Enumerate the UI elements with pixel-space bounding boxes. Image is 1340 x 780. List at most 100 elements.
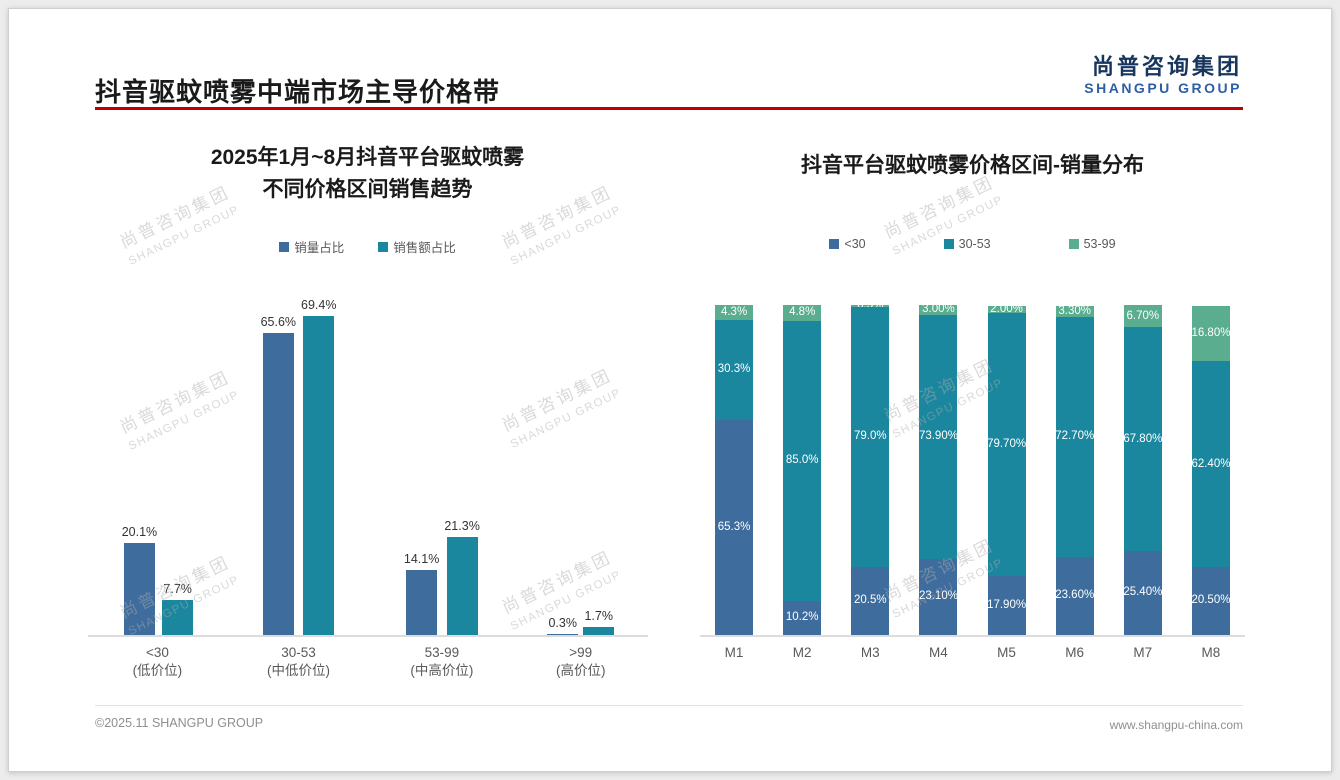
bar bbox=[583, 627, 615, 635]
bar-segment-<30: 23.10% bbox=[918, 558, 958, 635]
segment-value-label: 6.70% bbox=[1126, 309, 1160, 322]
bar-group: 20.1% 7.7% <30 (低价位) bbox=[121, 295, 194, 678]
stacked-bar: 20.5% 79.0% 0.5% bbox=[851, 300, 890, 635]
segment-value-label: 85.0% bbox=[785, 454, 819, 467]
bar-segment-53-99: 3.30% bbox=[1055, 305, 1094, 318]
segment-value-label: 72.70% bbox=[1055, 430, 1095, 443]
bar-segment-53-99: 0.5% bbox=[851, 300, 890, 311]
segment-value-label: 20.5% bbox=[854, 594, 887, 607]
legend-label: <30 bbox=[844, 237, 866, 251]
bar-segment-53-99: 6.70% bbox=[1123, 305, 1162, 328]
right-chart-title: 抖音平台驱蚊喷雾价格区间-销量分布 bbox=[801, 154, 1144, 177]
stacked-bar-group: 20.5% 79.0% 0.5% M3 bbox=[851, 300, 890, 660]
legend-item: <30 bbox=[829, 237, 866, 251]
category-label-tier: (中低价位) bbox=[267, 663, 331, 679]
segment-value-label: 23.10% bbox=[918, 590, 958, 603]
segment-value-label: 30.3% bbox=[717, 362, 751, 375]
bar bbox=[406, 570, 438, 635]
stacked-bar: 17.90% 79.70% 2.00% bbox=[987, 302, 1026, 635]
legend-swatch bbox=[378, 241, 389, 252]
segment-value-label: 25.40% bbox=[1123, 586, 1163, 599]
bar-column: 14.1% bbox=[404, 295, 439, 635]
segment-value-label: 16.80% bbox=[1191, 326, 1231, 339]
legend-item: 30-53 bbox=[943, 237, 991, 251]
bar-value-label: 1.7% bbox=[584, 609, 613, 624]
segment-value-label: 4.8% bbox=[789, 306, 816, 319]
bar-segment-30-53: 62.40% bbox=[1191, 361, 1230, 568]
bar-segment-53-99: 16.80% bbox=[1191, 306, 1231, 362]
segment-value-label: 23.60% bbox=[1055, 589, 1095, 602]
segment-value-label: 73.90% bbox=[918, 430, 958, 443]
bar bbox=[303, 315, 335, 635]
bar-column: 7.7% bbox=[162, 295, 194, 635]
category-label-tier: (低价位) bbox=[132, 663, 183, 679]
segment-value-label: 2.00% bbox=[990, 302, 1023, 315]
stacked-bar: 20.50% 62.40% 16.80% bbox=[1191, 306, 1231, 635]
company-logo: 尚普咨询集团 SHANGPU GROUP bbox=[1084, 54, 1242, 97]
bar-column: 1.7% bbox=[583, 295, 615, 635]
legend-swatch bbox=[829, 239, 840, 249]
month-label: M5 bbox=[997, 645, 1016, 660]
category-label-range: 30-53 bbox=[281, 645, 316, 660]
stacked-bar-group: 23.60% 72.70% 3.30% M6 bbox=[1055, 305, 1095, 660]
bar-segment-53-99: 3.00% bbox=[919, 303, 958, 316]
category-label: 30-53 (中低价位) bbox=[267, 644, 330, 680]
bar-value-label: 14.1% bbox=[403, 552, 440, 567]
page-title: 抖音驱蚊喷雾中端市场主导价格带 bbox=[95, 77, 501, 107]
bar-value-label: 20.1% bbox=[121, 524, 158, 539]
month-label: M2 bbox=[792, 645, 812, 660]
left-chart-title-line1: 2025年1月~8月抖音平台驱蚊喷雾 bbox=[210, 146, 525, 169]
bar-value-label: 21.3% bbox=[444, 519, 480, 534]
bar-segment-30-53: 85.0% bbox=[783, 320, 822, 602]
bar-segment-30-53: 30.3% bbox=[715, 319, 754, 420]
stacked-bar: 23.60% 72.70% 3.30% bbox=[1055, 305, 1095, 635]
logo-chinese-text: 尚普咨询集团 bbox=[1091, 54, 1242, 79]
bar-value-label: 69.4% bbox=[301, 297, 337, 312]
segment-value-label: 3.00% bbox=[922, 303, 955, 316]
bar bbox=[123, 542, 155, 635]
bar-segment-<30: 10.2% bbox=[783, 601, 822, 635]
title-underline-rule bbox=[95, 107, 1243, 110]
legend-label: 30-53 bbox=[958, 237, 991, 251]
bar-segment-<30: 25.40% bbox=[1123, 551, 1163, 635]
legend-item: 销售额占比 bbox=[378, 237, 456, 256]
bar-value-label: 65.6% bbox=[260, 315, 297, 330]
legend-swatch bbox=[1068, 239, 1079, 249]
segment-value-label: 3.30% bbox=[1058, 305, 1091, 318]
segment-value-label: 4.3% bbox=[720, 305, 748, 318]
bar-value-label: 7.7% bbox=[163, 581, 192, 596]
stacked-bar-group: 25.40% 67.80% 6.70% M7 bbox=[1123, 305, 1163, 660]
bar-segment-<30: 23.60% bbox=[1055, 557, 1095, 635]
bar bbox=[262, 333, 294, 635]
left-chart-title: 2025年1月~8月抖音平台驱蚊喷雾 不同价格区间销售趋势 bbox=[95, 142, 640, 205]
month-label: M1 bbox=[724, 645, 744, 660]
segment-value-label: 67.80% bbox=[1123, 432, 1163, 445]
bar-segment-53-99: 4.3% bbox=[715, 305, 754, 320]
bar-group: 0.3% 1.7% >99 (高价位) bbox=[547, 295, 615, 678]
month-label: M4 bbox=[929, 645, 948, 660]
bar-column: 69.4% bbox=[301, 295, 336, 635]
bar-segment-30-53: 67.80% bbox=[1123, 327, 1163, 552]
footer-website: www.shangpu-china.com bbox=[1109, 718, 1243, 732]
stacked-bar: 65.3% 30.3% 4.3% bbox=[715, 305, 754, 635]
segment-value-label: 10.2% bbox=[785, 611, 819, 624]
segment-value-label: 65.3% bbox=[717, 520, 751, 533]
category-label: 53-99 (中高价位) bbox=[410, 644, 473, 680]
bar-segment-30-53: 72.70% bbox=[1055, 317, 1095, 558]
footer-divider bbox=[95, 705, 1243, 706]
category-label-range: <30 bbox=[145, 645, 169, 660]
bar bbox=[547, 633, 579, 635]
category-label-tier: (中高价位) bbox=[410, 663, 474, 679]
legend-swatch bbox=[943, 239, 954, 249]
legend-item: 53-99 bbox=[1068, 237, 1116, 251]
bar-column: 21.3% bbox=[444, 295, 480, 635]
stacked-bar-group: 23.10% 73.90% 3.00% M4 bbox=[918, 303, 958, 660]
slide-sheet bbox=[8, 8, 1332, 772]
bar-segment-30-53: 79.70% bbox=[987, 312, 1026, 576]
stacked-bar-group: 65.3% 30.3% 4.3% M1 bbox=[715, 305, 754, 660]
bar-segment-53-99: 4.8% bbox=[783, 305, 822, 321]
left-chart-legend: 销量占比 销售额占比 bbox=[95, 237, 640, 256]
stacked-bar-group: 20.50% 62.40% 16.80% M8 bbox=[1191, 305, 1231, 660]
stacked-bar: 10.2% 85.0% 4.8% bbox=[783, 305, 822, 635]
category-label-range: >99 bbox=[569, 645, 593, 660]
